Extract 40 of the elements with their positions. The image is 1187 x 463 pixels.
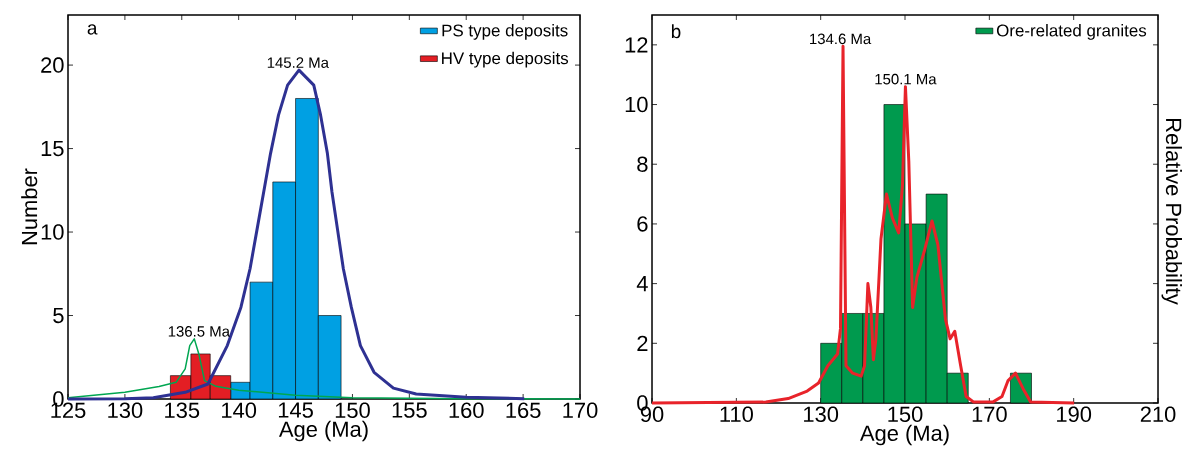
x-tick-label: 210 xyxy=(1140,406,1176,423)
x-tick-label: 135 xyxy=(165,402,200,419)
x-axis-title: Age (Ma) xyxy=(859,424,949,446)
x-tick-label: 150 xyxy=(335,402,370,419)
x-tick-label: 130 xyxy=(804,406,839,423)
x-tick-label: 130 xyxy=(108,402,143,419)
x-tick-label: 155 xyxy=(392,402,427,418)
x-tick-label: 170 xyxy=(563,402,598,419)
x-axis-title: Age (Ma) xyxy=(278,420,368,442)
annotation: 145.2 Ma xyxy=(267,57,329,68)
y-tick-label: 6 xyxy=(637,216,648,232)
line-series xyxy=(66,68,526,401)
x-tick-label: 165 xyxy=(506,402,541,419)
annotation: 134.6 Ma xyxy=(810,33,872,45)
x-tick-label: 150 xyxy=(888,406,923,423)
legend-label: PS type deposits xyxy=(442,24,568,40)
y-axis-title: Number xyxy=(21,168,38,245)
chart-title: a xyxy=(87,24,98,35)
line-series xyxy=(650,44,1076,405)
y-tick-label: 20 xyxy=(41,57,64,73)
y-tick-label: 5 xyxy=(53,307,64,324)
y-tick-label: 10 xyxy=(41,224,64,240)
x-tick-label: 110 xyxy=(720,406,753,423)
y-tick-label: 2 xyxy=(637,335,648,351)
x-tick-label: 160 xyxy=(449,402,484,419)
y-tick-label: 4 xyxy=(636,276,648,292)
y-tick-label: 12 xyxy=(625,37,648,53)
legend-label: Ore-related granites xyxy=(996,24,1147,40)
y-tick-label: 15 xyxy=(41,140,64,157)
annotation: 136.5 Ma xyxy=(168,326,230,337)
legend-label: HV type deposits xyxy=(442,51,569,68)
x-tick-label: 170 xyxy=(972,406,1007,423)
chart-title: b xyxy=(671,24,681,39)
x-tick-label: 140 xyxy=(222,402,257,419)
y-tick-label: 8 xyxy=(637,156,648,172)
y2-axis-title: Relative Probability xyxy=(1161,118,1182,305)
x-tick-label: 190 xyxy=(1057,406,1092,423)
annotation: 150.1 Ma xyxy=(875,73,937,85)
x-tick-label: 145 xyxy=(278,402,313,418)
y-tick-label: 10 xyxy=(625,96,648,113)
